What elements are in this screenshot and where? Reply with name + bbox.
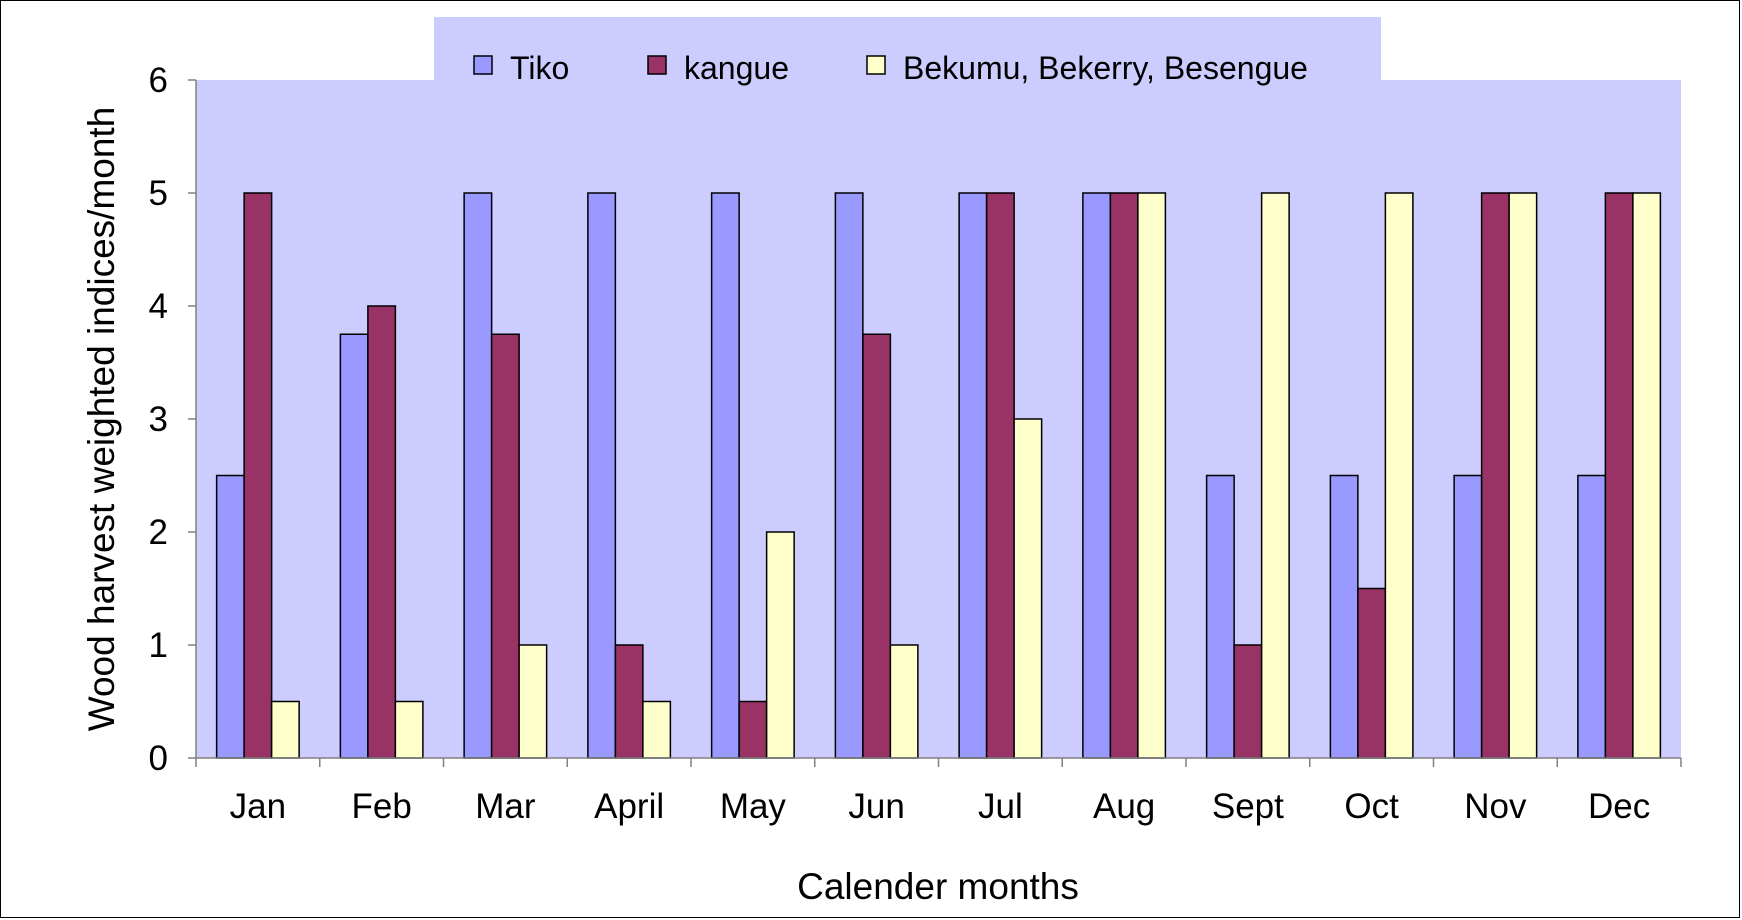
- legend-label-2: Bekumu, Bekerry, Besengue: [903, 50, 1308, 86]
- bar-0-7: [1082, 192, 1112, 759]
- bar-0-9: [1329, 474, 1359, 759]
- legend-swatch-1: [647, 55, 667, 75]
- bar-0-3: [587, 192, 617, 759]
- legend-entries: Tiko kangue Bekumu, Bekerry, Besengue: [473, 50, 1308, 86]
- bar-1-7: [1109, 192, 1139, 759]
- x-tick-label-7: Aug: [1093, 787, 1155, 826]
- x-tick-label-1: Feb: [351, 787, 411, 826]
- bar-0-11: [1577, 474, 1607, 759]
- x-tick-label-9: Oct: [1344, 787, 1399, 826]
- legend: [434, 17, 1381, 80]
- bar-0-10: [1453, 474, 1483, 759]
- y-tick-label-5: 5: [149, 174, 168, 213]
- plot-area: [196, 80, 1681, 758]
- bar-1-5: [862, 333, 892, 759]
- bar-2-7: [1137, 192, 1167, 759]
- bar-1-3: [614, 644, 644, 759]
- y-axis-title: Wood harvest weighted indices/month: [81, 107, 122, 732]
- bar-2-6: [1013, 418, 1043, 759]
- y-tick-label-3: 3: [149, 400, 168, 439]
- bar-1-0: [243, 192, 273, 759]
- bar-0-2: [463, 192, 493, 759]
- legend-swatch-0: [473, 55, 493, 75]
- legend-label-0: Tiko: [510, 50, 569, 86]
- bar-2-9: [1384, 192, 1414, 759]
- bar-2-5: [889, 644, 919, 759]
- x-tick-label-11: Dec: [1588, 787, 1650, 826]
- x-axis-title: Calender months: [797, 866, 1079, 907]
- y-tick-label-6: 6: [149, 61, 168, 100]
- bar-2-0: [270, 700, 300, 759]
- bar-0-5: [834, 192, 864, 759]
- x-tick-label-6: Jul: [978, 787, 1023, 826]
- bar-1-9: [1357, 587, 1387, 759]
- bar-2-1: [394, 700, 424, 759]
- legend-swatch-2: [866, 55, 886, 75]
- bar-1-10: [1480, 192, 1510, 759]
- bar-1-4: [738, 700, 768, 759]
- x-tick-label-0: Jan: [230, 787, 286, 826]
- bar-1-6: [985, 192, 1015, 759]
- y-tick-label-2: 2: [149, 513, 168, 552]
- axes-layer: 0 1 2 3 4 5 6 Jan Feb Mar April May Jun Jul Aug Sept Oct…: [149, 61, 1682, 826]
- x-tick-label-10: Nov: [1464, 787, 1527, 826]
- x-tick-label-5: Jun: [848, 787, 904, 826]
- bar-2-8: [1260, 192, 1290, 759]
- bar-2-2: [518, 644, 548, 759]
- bar-0-0: [215, 474, 245, 759]
- bar-2-3: [642, 700, 672, 759]
- legend-label-1: kangue: [684, 50, 789, 86]
- y-tick-label-4: 4: [149, 287, 168, 326]
- x-tick-label-3: April: [594, 787, 664, 826]
- bar-0-6: [958, 192, 988, 759]
- bar-0-4: [710, 192, 740, 759]
- x-tick-label-8: Sept: [1212, 787, 1284, 826]
- y-tick-label-1: 1: [149, 626, 168, 665]
- bars-layer: [215, 192, 1662, 759]
- bar-1-2: [490, 333, 520, 759]
- bar-0-8: [1205, 474, 1235, 759]
- bar-2-4: [765, 531, 795, 759]
- bar-1-8: [1233, 644, 1263, 759]
- bar-2-10: [1508, 192, 1538, 759]
- bar-1-11: [1604, 192, 1634, 759]
- bar-2-11: [1632, 192, 1662, 759]
- bar-0-1: [339, 333, 369, 759]
- bar-1-1: [367, 305, 397, 759]
- x-tick-label-4: May: [720, 787, 787, 826]
- x-tick-label-2: Mar: [475, 787, 536, 826]
- y-tick-label-0: 0: [149, 739, 168, 778]
